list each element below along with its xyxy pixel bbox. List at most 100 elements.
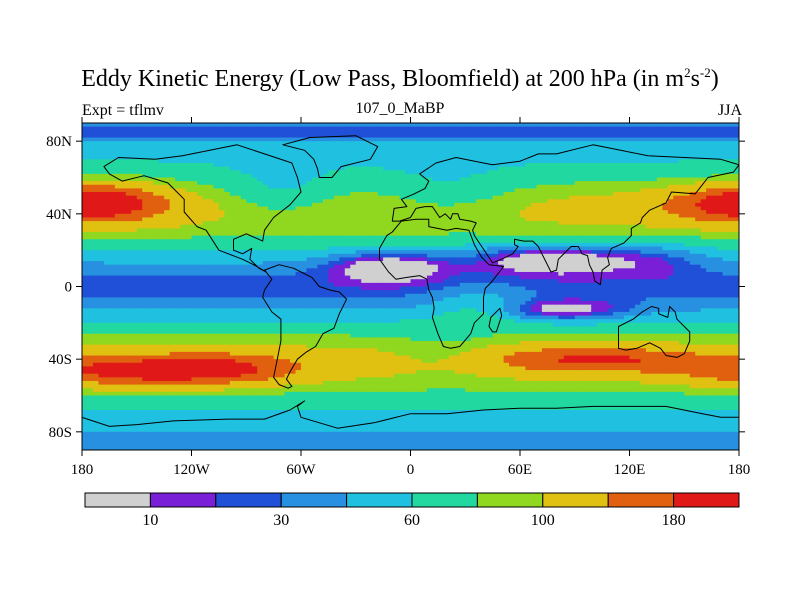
field-cell [87,235,94,240]
field-cell [311,199,319,204]
field-cell [136,148,143,153]
field-cell [530,246,538,251]
field-cell [481,192,488,197]
field-cell [684,192,691,197]
field-cell [405,184,412,189]
field-cell [607,184,614,189]
field-cell [164,141,171,146]
field-cell [717,221,724,226]
field-cell [525,228,532,233]
field-cell [224,195,231,200]
field-cell [344,126,351,131]
field-cell [706,268,713,273]
field-cell [268,173,275,179]
field-cell [509,210,516,215]
field-cell [536,250,543,255]
field-cell [733,137,739,142]
field-cell [383,159,390,164]
field-cell [191,177,198,182]
field-cell [728,202,735,208]
field-cell [656,257,663,262]
field-cell [503,141,510,146]
field-cell [536,162,543,168]
field-cell [558,166,565,171]
field-cell [580,253,587,259]
field-cell [290,257,297,262]
field-cell [339,224,346,229]
field-cell [355,173,362,179]
field-cell [103,192,110,197]
field-cell [92,239,100,244]
field-cell [481,130,488,135]
field-cell [322,202,329,208]
field-cell [432,152,439,157]
field-cell [169,264,176,269]
field-cell [290,232,297,237]
field-cell [295,264,302,269]
field-cell [169,159,176,164]
field-cell [339,228,346,233]
field-cell [426,126,433,131]
field-cell [437,199,444,204]
field-cell [602,232,609,237]
field-cell [437,195,444,200]
field-cell [311,213,319,219]
field-cell [224,173,231,179]
field-cell [498,221,505,226]
field-cell [607,261,614,266]
field-cell [158,257,165,262]
field-cell [591,177,598,182]
field-cell [229,166,236,171]
field-cell [410,195,417,200]
field-cell [415,148,423,153]
field-cell [98,271,105,277]
field-cell [470,268,477,273]
field-cell [246,133,253,139]
field-cell [569,177,576,182]
field-cell [530,123,538,128]
field-cell [421,195,428,200]
field-cell [169,144,176,150]
field-cell [454,242,461,248]
field-cell [284,144,291,150]
field-cell [147,155,154,160]
field-cell [82,221,89,226]
field-cell [470,257,477,262]
field-cell [695,130,702,135]
field-cell [733,224,739,229]
field-cell [602,257,609,262]
field-cell [164,261,171,266]
field-cell [459,268,466,273]
field-cell [563,159,570,164]
field-cell [421,159,428,164]
field-cell [547,170,554,175]
field-cell [481,210,488,215]
field-cell [377,202,384,208]
field-cell [251,181,258,186]
field-cell [295,170,302,175]
field-cell [421,192,428,197]
field-cell [158,123,165,128]
field-cell [131,141,138,146]
field-cell [103,271,110,277]
field-cell [246,152,253,157]
field-cell [257,257,264,262]
field-cell [399,253,406,259]
field-cell [399,162,406,168]
field-cell [322,162,329,168]
field-cell [279,162,286,168]
field-cell [268,202,275,208]
field-cell [607,268,614,273]
field-cell [268,235,275,240]
field-cell [125,195,132,200]
field-cell [563,253,570,259]
field-cell [229,242,236,248]
field-cell [563,261,570,266]
field-cell [432,261,439,266]
field-cell [213,210,220,215]
field-cell [207,210,214,215]
field-cell [142,152,149,157]
field-cell [569,126,576,131]
field-cell [186,228,193,233]
field-cell [722,213,729,219]
